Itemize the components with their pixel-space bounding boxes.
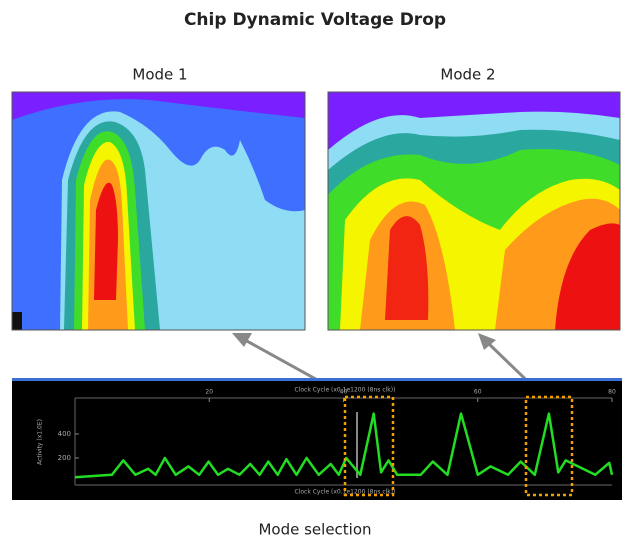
y-tick-label: 200 [58,454,71,462]
x-tick-label: 40 [340,389,348,396]
axis-label: Clock Cycle (x0.1e1200 (8ns clk)) [295,387,396,394]
axis-label: Clock Cycle (x0.1e1200 (8ns clk)) [295,489,396,496]
caption: Mode selection [258,521,371,539]
activity-line [74,412,614,479]
heatmap-mode-2 [327,91,621,331]
y-tick-label: 400 [58,430,71,438]
selection-box [343,395,574,497]
axis-label: Activity (x1.0E) [37,419,44,465]
x-tick-label: 80 [608,389,616,396]
x-tick-label: 20 [205,389,213,396]
panel-label: Mode 2 [440,66,495,84]
heatmap-mode-1 [11,91,306,331]
title: Chip Dynamic Voltage Drop [184,10,446,30]
waveform-panel: Clock Cycle (x0.1e1200 (8ns clk)) Clock … [12,378,622,500]
x-tick-label: 60 [474,389,482,396]
panel-label: Mode 1 [132,66,187,84]
waveform: 20 40 60 80 200 400 [58,389,616,479]
